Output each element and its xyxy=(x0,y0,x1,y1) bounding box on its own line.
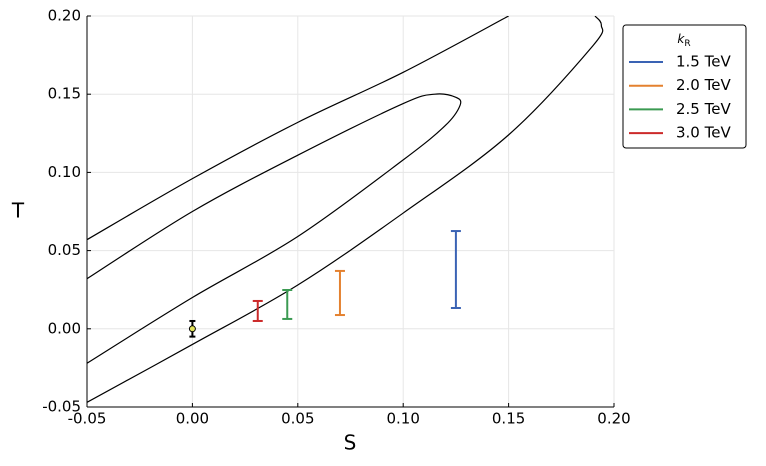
x-tick-label: 0.05 xyxy=(281,410,314,428)
error-bar xyxy=(252,299,263,322)
y-tick-label: 0.15 xyxy=(48,85,81,103)
legend-title: kR xyxy=(677,32,690,49)
error-bar xyxy=(450,230,461,309)
y-tick-label: -0.05 xyxy=(42,398,81,416)
legend-box xyxy=(622,24,747,149)
legend-label: 2.5 TeV xyxy=(676,100,731,118)
y-tick-label: 0.10 xyxy=(48,163,81,181)
x-axis-label: S xyxy=(344,431,357,455)
y-tick-label: 0.20 xyxy=(48,7,81,25)
y-tick-label: 0.00 xyxy=(48,319,81,337)
legend-label: 2.0 TeV xyxy=(676,76,731,94)
y-tick-label: 0.05 xyxy=(48,241,81,259)
x-tick-label: 0.00 xyxy=(176,410,209,428)
x-tick-label: 0.10 xyxy=(386,410,419,428)
x-tick-label: 0.20 xyxy=(597,410,630,428)
error-bar xyxy=(334,269,345,317)
legend-label: 1.5 TeV xyxy=(676,53,731,71)
y-axis-label: T xyxy=(11,199,25,223)
x-tick-label: -0.05 xyxy=(68,410,107,428)
legend-title-subscript: R xyxy=(684,39,690,49)
legend-label: 3.0 TeV xyxy=(676,124,731,142)
error-bar xyxy=(282,289,293,320)
contour xyxy=(87,93,462,364)
legend-title-k: k xyxy=(677,32,685,46)
reference-point xyxy=(188,325,196,333)
contour xyxy=(87,16,604,403)
x-tick-label: 0.15 xyxy=(492,410,525,428)
